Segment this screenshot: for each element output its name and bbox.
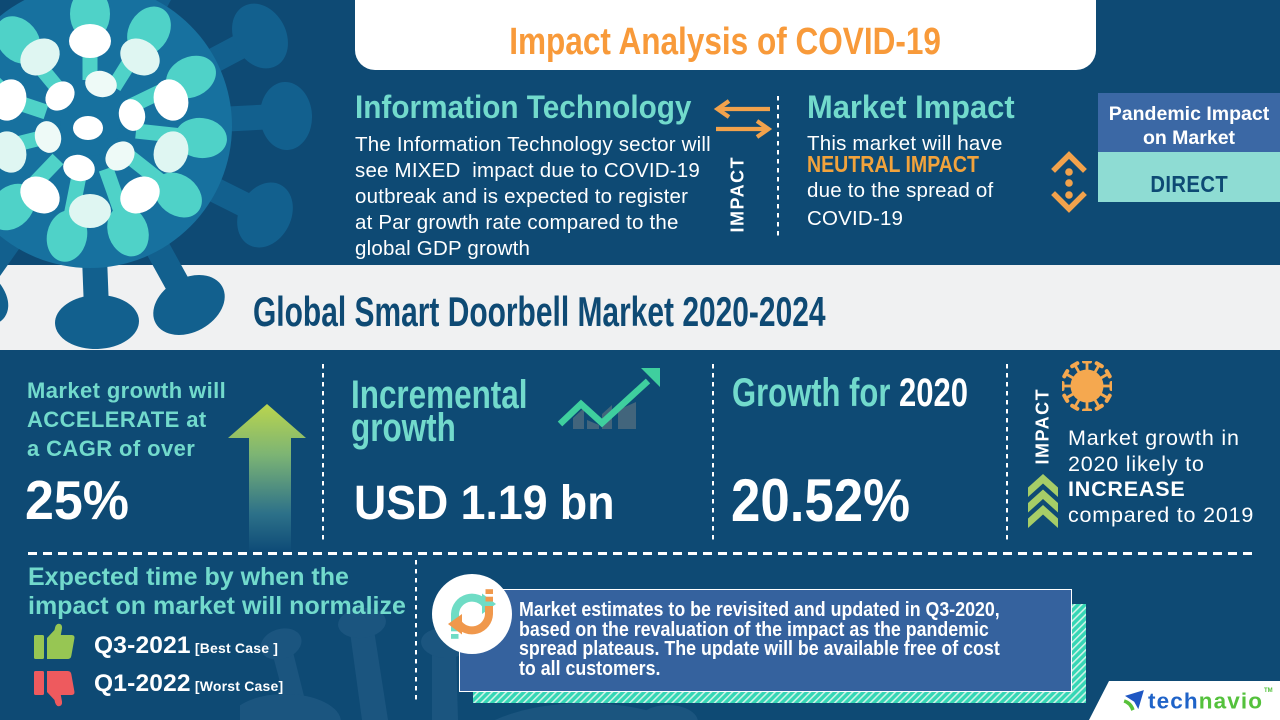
svg-text:TM: TM — [1264, 688, 1273, 694]
svg-text:technavio: technavio — [1148, 689, 1262, 714]
